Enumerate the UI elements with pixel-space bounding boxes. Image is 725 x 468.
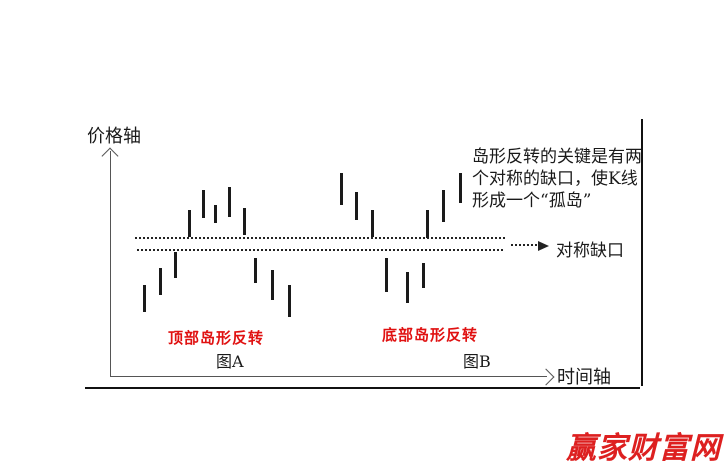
kline-bar [371, 210, 374, 237]
kline-bar [243, 208, 246, 235]
kline-bar [143, 285, 146, 312]
gap-line-upper [135, 237, 507, 239]
gap-arrow-icon [538, 241, 549, 251]
kline-bar [426, 210, 429, 238]
annotation-line-2: 个对称的缺口，使K线 [472, 169, 638, 189]
kline-bar [174, 252, 177, 278]
annotation-text: 岛形反转的关键是有两 个对称的缺口，使K线 形成一个“孤岛” [472, 146, 642, 212]
gap-line-lower [137, 249, 505, 251]
kline-bar [288, 285, 291, 317]
kline-bar [214, 205, 217, 223]
kline-bar [271, 270, 274, 300]
figure-a-caption: 图A [216, 352, 244, 371]
time-axis-label: 时间轴 [557, 367, 611, 388]
kline-bar [202, 190, 205, 218]
top-reversal-label: 顶部岛形反转 [168, 329, 265, 347]
kline-bar [422, 263, 425, 288]
kline-bar [459, 173, 462, 203]
kline-bar [340, 173, 343, 205]
kline-bar [442, 190, 445, 222]
annotation-line-3: 形成一个“孤岛” [472, 191, 592, 211]
kline-bar [228, 187, 231, 217]
bottom-reversal-label: 底部岛形反转 [382, 326, 479, 344]
gap-label: 对称缺口 [556, 241, 624, 261]
kline-bar [254, 258, 257, 283]
time-axis-line [110, 376, 547, 377]
kline-bar [385, 258, 388, 292]
figure-border-right [641, 119, 643, 386]
kline-bar [159, 268, 162, 295]
watermark: 赢家财富网 [566, 431, 721, 466]
kline-bar [355, 192, 358, 220]
kline-bar [188, 210, 191, 237]
annotation-line-1: 岛形反转的关键是有两 [472, 147, 642, 167]
gap-pointer-line [511, 244, 538, 246]
figure-b-caption: 图B [463, 352, 491, 371]
kline-bar [406, 272, 409, 303]
price-axis-label: 价格轴 [87, 126, 141, 147]
price-axis-line [110, 151, 111, 377]
figure-border-bottom [85, 387, 640, 389]
